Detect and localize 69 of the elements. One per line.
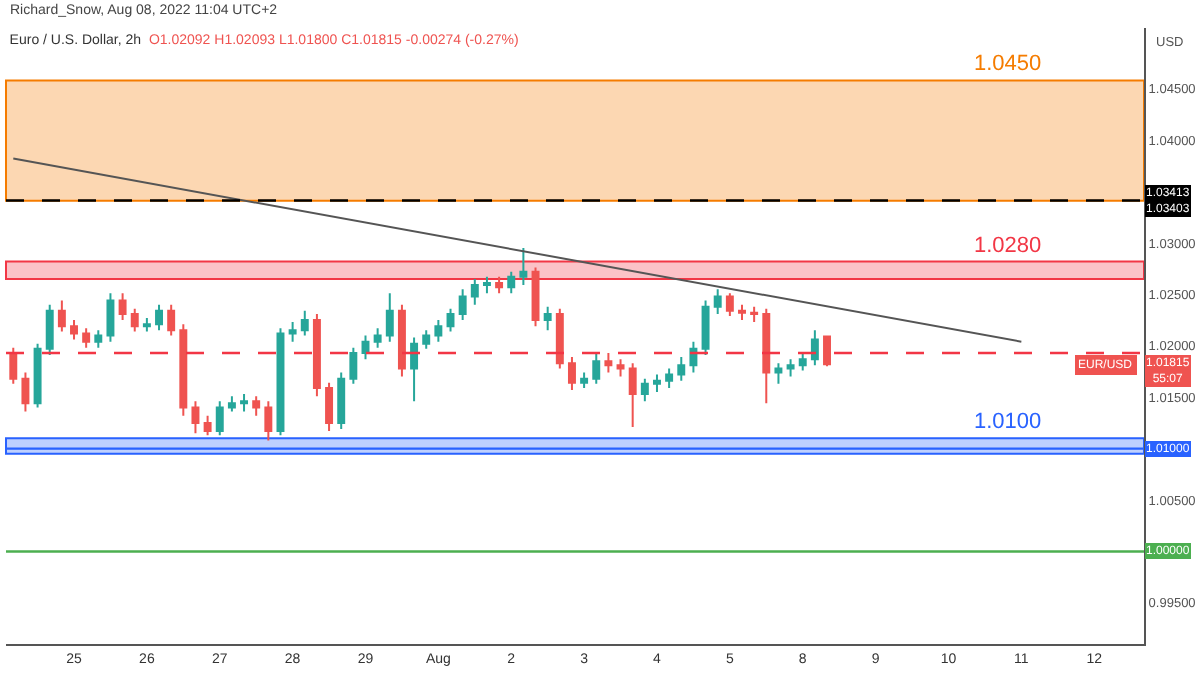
candlestick: [82, 327, 91, 349]
candlestick: [288, 321, 297, 343]
candlestick: [640, 377, 649, 403]
candlestick: [507, 270, 516, 295]
candlestick: [519, 247, 528, 287]
candlestick: [786, 358, 795, 378]
candlestick: [422, 329, 431, 350]
candlestick: [349, 346, 358, 385]
candlestick: [397, 303, 406, 378]
candlestick: [725, 292, 734, 317]
candlestick: [677, 356, 686, 382]
candlestick: [9, 346, 18, 385]
candlestick: [203, 414, 212, 437]
candlestick: [191, 400, 200, 435]
candlestick: [762, 307, 771, 405]
candlestick: [810, 329, 819, 367]
candlestick: [798, 351, 807, 372]
candlestick: [155, 303, 163, 332]
band-label: 1.0100: [974, 410, 1042, 434]
candlestick: [482, 275, 491, 295]
candlestick: [555, 307, 564, 370]
candlestick: [410, 336, 419, 403]
candlestick: [604, 351, 613, 374]
candlestick: [142, 317, 151, 333]
candlestick: [446, 307, 455, 333]
candlestick: [616, 358, 625, 378]
candlestick: [434, 319, 443, 343]
band-label: 1.0280: [974, 234, 1042, 258]
candlestick: [750, 305, 759, 324]
candlestick: [240, 393, 249, 413]
candlestick: [713, 288, 722, 315]
candlestick: [325, 381, 334, 433]
candlestick: [94, 329, 103, 349]
candlestick: [167, 303, 176, 337]
candlestick: [21, 371, 30, 413]
candlestick: [215, 400, 224, 437]
candlestick: [385, 292, 394, 343]
candlestick: [823, 335, 831, 368]
candlestick: [628, 362, 637, 429]
candlestick: [57, 299, 66, 333]
candlestick: [70, 319, 78, 341]
candlestick: [774, 362, 783, 385]
candlestick: [118, 292, 127, 322]
candlestick: [738, 303, 746, 322]
candlestick: [567, 356, 576, 391]
candlestick: [337, 371, 346, 431]
candlestick: [592, 351, 601, 385]
candlestick: [543, 305, 552, 332]
candlestick: [689, 340, 698, 374]
candlestick: [300, 309, 309, 337]
candlestick: [495, 275, 504, 295]
candlestick: [227, 395, 236, 413]
candlestick: [106, 292, 115, 343]
candlestick: [531, 266, 540, 328]
candlestick: [179, 323, 188, 417]
candlestick: [665, 367, 674, 389]
candlestick: [252, 395, 261, 417]
candlestick: [653, 373, 661, 394]
candlestick: [130, 307, 139, 333]
candlestick: [580, 371, 589, 389]
candlestick: [312, 312, 321, 398]
candlestick: [701, 299, 710, 357]
candlestick: [264, 400, 273, 442]
band-label: 1.0450: [974, 52, 1042, 76]
candlestick: [373, 327, 382, 349]
candlestick: [45, 303, 54, 357]
candlestick: [33, 342, 42, 409]
candlestick: [458, 288, 467, 322]
candlestick: [470, 277, 479, 306]
